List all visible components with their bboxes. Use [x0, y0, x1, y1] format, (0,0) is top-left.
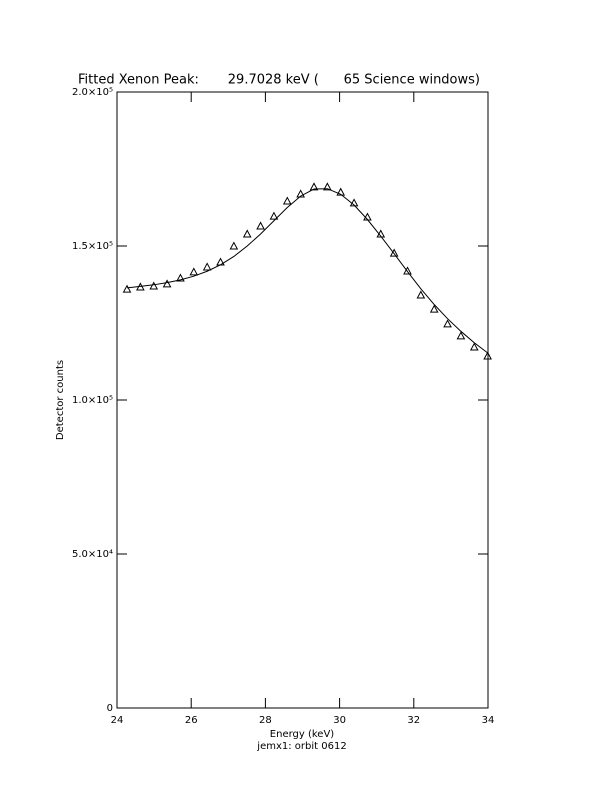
data-point — [323, 182, 332, 191]
data-point — [216, 257, 225, 266]
x-tick-label: 30 — [333, 715, 346, 726]
data-point — [162, 279, 172, 288]
data-point — [469, 342, 479, 351]
data-point — [416, 290, 426, 299]
data-point — [309, 182, 319, 191]
data-point — [483, 351, 492, 360]
data-point — [189, 267, 199, 276]
data-point — [202, 262, 212, 271]
data-point — [296, 189, 305, 198]
x-tick-label: 32 — [407, 715, 420, 726]
data-point — [229, 241, 239, 250]
chart-title: Fitted Xenon Peak: 29.7028 keV ( 65 Scie… — [78, 73, 480, 88]
data-point — [443, 319, 452, 328]
data-point — [256, 221, 265, 230]
data-point — [456, 331, 466, 340]
data-point — [269, 211, 279, 220]
data-point — [176, 273, 185, 282]
data-point — [429, 304, 439, 313]
y-tick-label: 1.0×10⁵ — [72, 395, 113, 406]
data-point — [403, 266, 412, 275]
data-point — [242, 229, 252, 238]
y-tick-label: 2.0×10⁵ — [72, 87, 113, 98]
x-tick-label: 28 — [259, 715, 272, 726]
y-axis-label: Detector counts — [55, 360, 66, 440]
y-tick-label: 1.5×10⁵ — [72, 241, 113, 252]
data-point — [149, 281, 159, 290]
data-point — [122, 284, 132, 293]
plot-frame — [116, 91, 489, 709]
y-tick-label: 0 — [107, 703, 113, 714]
x-axis-label: Energy (keV) — [270, 729, 335, 740]
x-tick-label: 34 — [482, 715, 495, 726]
data-point — [282, 196, 292, 205]
x-tick-label: 26 — [185, 715, 198, 726]
subtitle: jemx1: orbit 0612 — [256, 741, 346, 752]
data-point — [336, 187, 346, 196]
x-tick-label: 24 — [111, 715, 124, 726]
data-point — [389, 248, 399, 257]
y-tick-label: 5.0×10⁴ — [72, 549, 113, 560]
fit-line — [126, 188, 488, 354]
data-point — [349, 198, 359, 207]
